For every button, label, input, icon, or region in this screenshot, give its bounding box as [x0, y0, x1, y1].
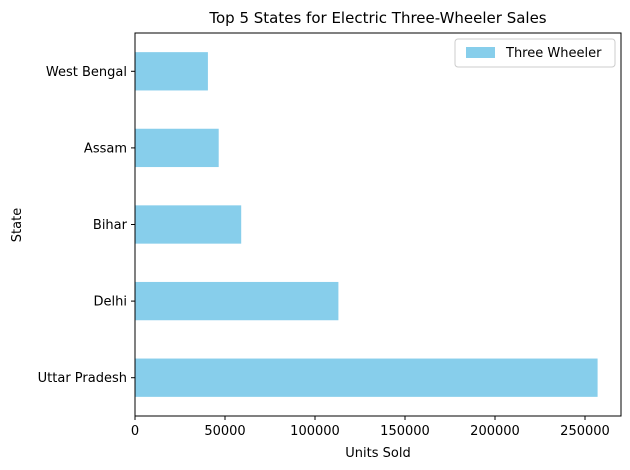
x-tick-label: 250000: [560, 424, 610, 439]
y-axis-label: State: [10, 208, 25, 242]
bar-delhi: [135, 281, 339, 321]
legend: Three Wheeler: [454, 38, 616, 68]
x-tick-label: 200000: [470, 424, 520, 439]
legend-frame: [454, 38, 616, 68]
y-tick-label: Delhi: [94, 295, 127, 310]
bar-assam: [135, 128, 219, 168]
bars-group: [135, 52, 598, 397]
chart-title: Top 5 States for Electric Three-Wheeler …: [208, 9, 546, 27]
legend-swatch: [466, 47, 495, 58]
x-tick-label: 100000: [290, 424, 340, 439]
y-tick-label: Uttar Pradesh: [38, 371, 127, 386]
bar-bihar: [135, 205, 242, 244]
y-tick-label: Assam: [84, 141, 127, 156]
bar-west-bengal: [135, 52, 208, 91]
bar-uttar-pradesh: [135, 358, 598, 397]
legend-label: Three Wheeler: [505, 46, 602, 61]
x-axis-label: Units Sold: [345, 446, 410, 461]
x-tick-label: 50000: [204, 424, 245, 439]
x-axis-ticks: 0 50000 100000 150000 200000 250000: [131, 416, 610, 439]
y-axis-ticks: Uttar Pradesh Delhi Bihar Assam West Bengal: [38, 65, 135, 386]
plot-frame: [134, 32, 622, 417]
x-tick-label: 150000: [380, 424, 430, 439]
x-tick-label: 0: [131, 424, 139, 439]
y-tick-label: Bihar: [93, 218, 128, 233]
y-tick-label: West Bengal: [46, 65, 127, 80]
